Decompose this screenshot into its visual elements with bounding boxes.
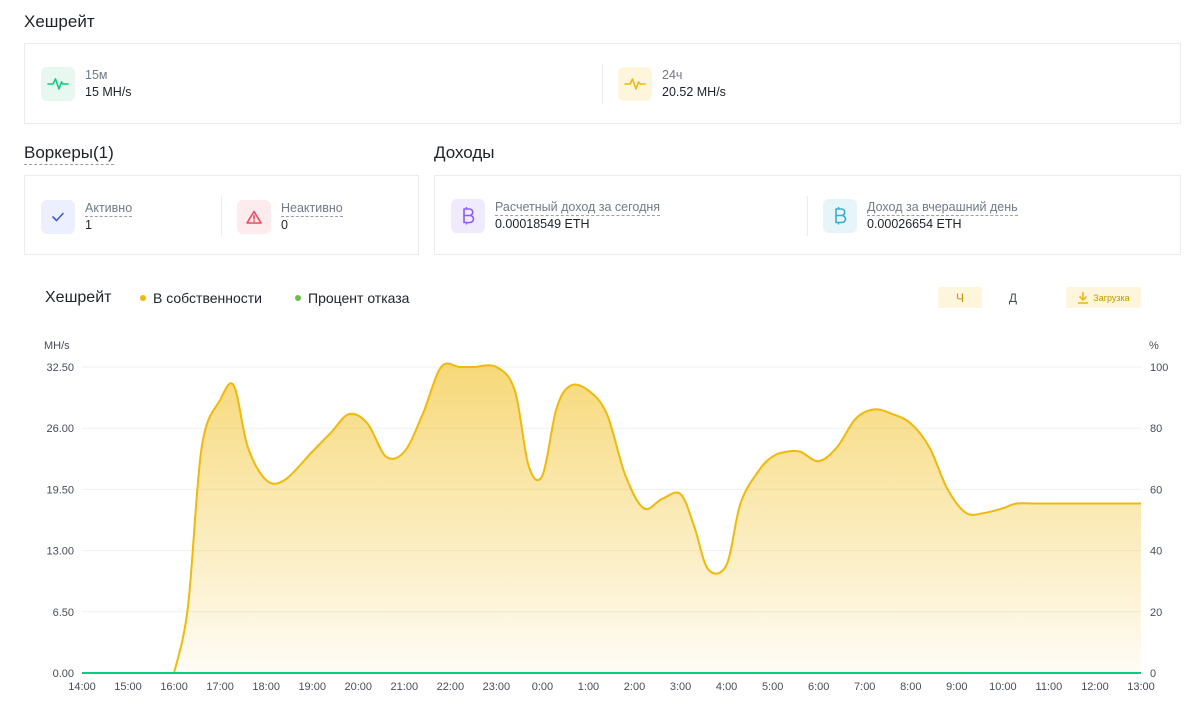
x-tick: 12:00 [1081, 681, 1109, 693]
income-yesterday-value: 0.00026654 ETH [867, 217, 962, 231]
y-tick-left: 6.50 [53, 607, 74, 619]
workers-active-stat[interactable]: Активно 1 [41, 199, 133, 234]
y-tick-right: 80 [1150, 423, 1162, 435]
workers-active-label[interactable]: Активно [85, 201, 133, 217]
x-tick: 10:00 [989, 681, 1017, 693]
x-tick: 19:00 [298, 681, 326, 693]
income-yesterday-stat[interactable]: Доход за вчерашний день 0.00026654 ETH [823, 198, 1018, 233]
x-tick: 4:00 [716, 681, 737, 693]
x-tick: 20:00 [344, 681, 372, 693]
legend-dot-owned [140, 295, 146, 301]
workers-inactive-stat[interactable]: Неактивно 0 [237, 199, 343, 234]
income-card: Расчетный доход за сегодня 0.00018549 ET… [434, 175, 1181, 255]
download-button[interactable]: Загрузка [1066, 287, 1141, 308]
income-today-stat[interactable]: Расчетный доход за сегодня 0.00018549 ET… [451, 198, 661, 233]
x-tick: 5:00 [762, 681, 783, 693]
divider [807, 196, 808, 236]
y-tick-right: 20 [1150, 607, 1162, 619]
x-tick: 15:00 [114, 681, 142, 693]
chart-title-text: Хешрейт [45, 289, 112, 306]
workers-title[interactable]: Воркеры(1) [24, 143, 114, 165]
workers-card: Активно 1 Неактивно 0 [24, 175, 419, 255]
bitcoin-icon [823, 198, 857, 233]
y-tick-right: 0 [1150, 668, 1156, 680]
hour-button[interactable]: Ч [938, 287, 982, 308]
legend-owned-label: В собственности [153, 290, 262, 306]
x-tick: 14:00 [68, 681, 96, 693]
hashrate-title: Хешрейт [24, 12, 95, 31]
x-tick: 23:00 [483, 681, 511, 693]
download-label: Загрузка [1093, 292, 1130, 303]
x-tick: 13:00 [1127, 681, 1155, 693]
hashrate-summary-card: 15м 15 MH/s 24ч 20.52 MH/s [24, 43, 1181, 124]
x-tick: 3:00 [670, 681, 691, 693]
y-tick-left: 13.00 [46, 546, 74, 558]
x-tick: 18:00 [252, 681, 280, 693]
y-tick-right: 40 [1150, 546, 1162, 558]
hashrate-15m-stat: 15м 15 MH/s [41, 67, 132, 101]
legend-reject-label: Процент отказа [308, 290, 410, 306]
x-tick: 17:00 [206, 681, 234, 693]
hashrate-15m-label: 15м [85, 68, 108, 82]
x-tick: 22:00 [437, 681, 465, 693]
y-axis-unit-right: % [1149, 340, 1159, 352]
y-tick-right: 100 [1150, 362, 1168, 374]
hashrate-24h-label: 24ч [662, 68, 683, 82]
download-icon [1078, 292, 1089, 304]
divider [602, 64, 603, 104]
workers-inactive-value: 0 [281, 218, 288, 232]
y-tick-left: 0.00 [53, 668, 74, 680]
x-tick: 11:00 [1036, 681, 1063, 693]
hashrate-24h-stat: 24ч 20.52 MH/s [618, 67, 726, 101]
x-tick: 8:00 [900, 681, 921, 693]
owned-area [174, 363, 1141, 673]
workers-inactive-label[interactable]: Неактивно [281, 201, 343, 217]
x-tick: 7:00 [854, 681, 875, 693]
x-tick: 9:00 [946, 681, 967, 693]
x-tick: 1:00 [578, 681, 599, 693]
income-title: Доходы [434, 143, 495, 162]
x-tick: 0:00 [532, 681, 553, 693]
y-tick-right: 60 [1150, 484, 1162, 496]
day-button[interactable]: Д [1008, 290, 1018, 305]
chart-title: Хешрейт [45, 289, 111, 307]
divider [221, 196, 222, 236]
pulse-icon [41, 67, 75, 101]
hashrate-15m-value: 15 MH/s [85, 85, 132, 99]
income-today-label[interactable]: Расчетный доход за сегодня [495, 200, 661, 216]
legend-owned[interactable]: В собственности [140, 290, 262, 306]
warning-icon [237, 199, 271, 234]
legend-reject[interactable]: Процент отказа [295, 290, 409, 306]
y-tick-left: 26.00 [46, 423, 74, 435]
hashrate-24h-value: 20.52 MH/s [662, 85, 726, 99]
y-axis-unit-left: MH/s [44, 340, 70, 352]
x-tick: 6:00 [808, 681, 829, 693]
x-tick: 21:00 [391, 681, 419, 693]
owned-series-line [173, 362, 1141, 674]
legend-dot-reject [295, 295, 301, 301]
x-tick: 2:00 [624, 681, 645, 693]
income-yesterday-label[interactable]: Доход за вчерашний день [867, 200, 1018, 216]
check-icon [41, 199, 75, 234]
income-today-value: 0.00018549 ETH [495, 217, 590, 231]
y-tick-left: 19.50 [46, 484, 74, 496]
workers-active-value: 1 [85, 218, 92, 232]
bitcoin-icon [451, 198, 485, 233]
y-tick-left: 32.50 [46, 362, 74, 374]
x-tick: 16:00 [160, 681, 188, 693]
pulse-icon [618, 67, 652, 101]
